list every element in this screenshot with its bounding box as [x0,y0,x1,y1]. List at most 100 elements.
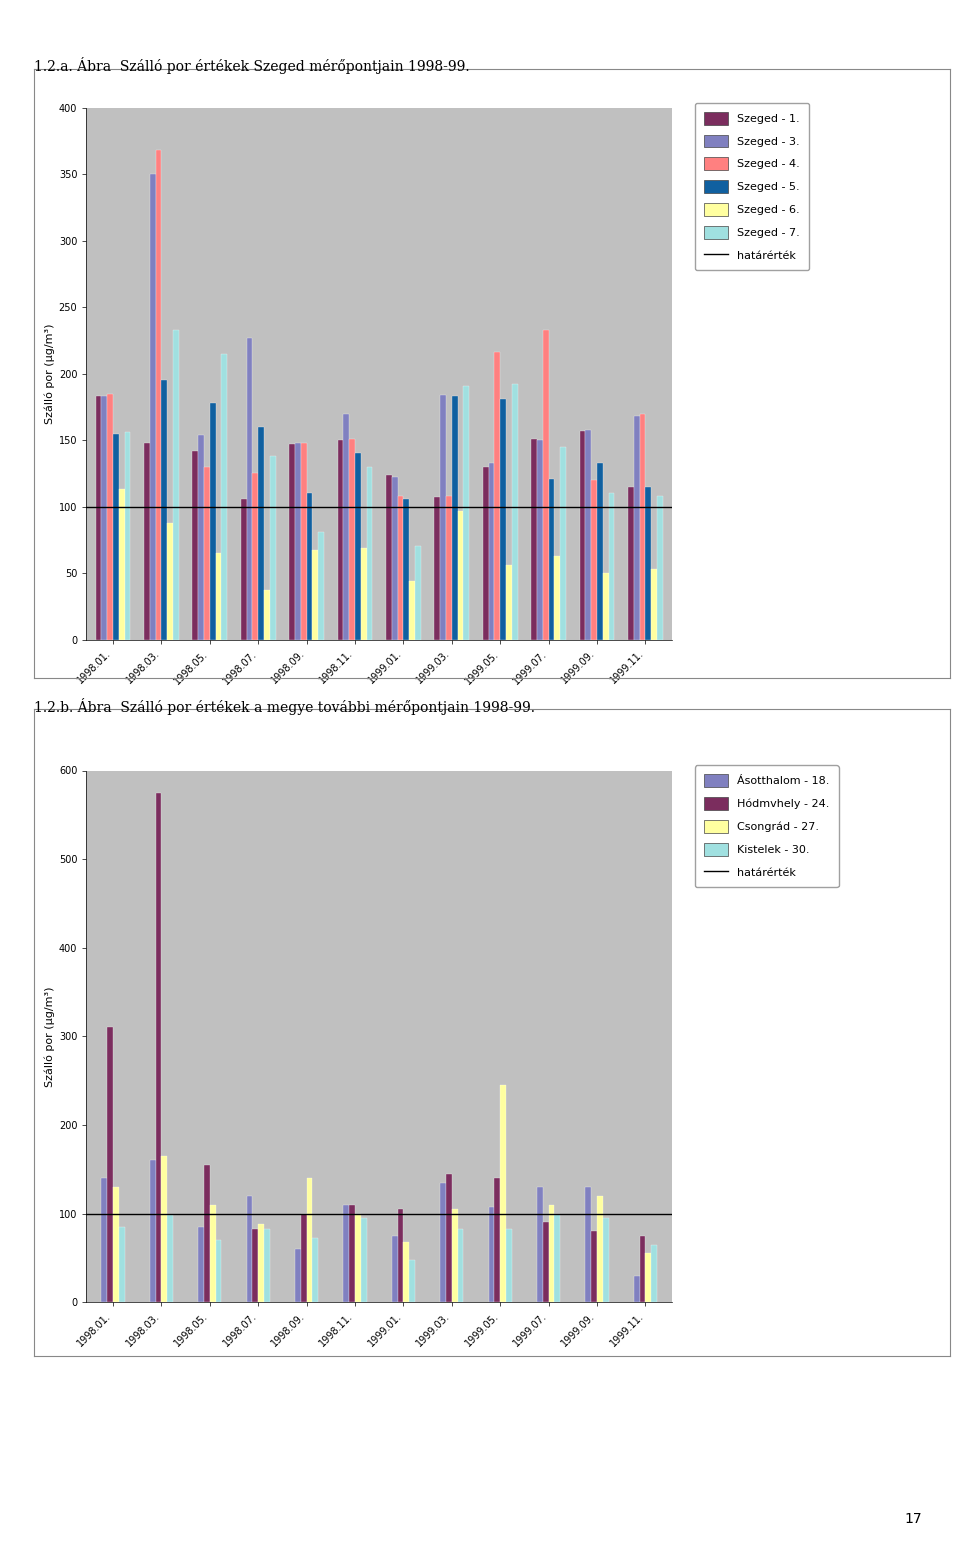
Bar [409,581,415,640]
Bar [156,792,161,1302]
Bar [452,1210,458,1302]
Bar [247,337,252,640]
Bar [409,1261,415,1302]
Bar [204,1165,210,1302]
Bar [300,442,306,640]
Bar [150,174,156,640]
Bar [216,553,222,640]
Bar [150,1160,156,1302]
Bar [506,1230,512,1302]
Text: 1.2.b. Ábra  Szálló por értékek a megye további mérőpontjain 1998-99.: 1.2.b. Ábra Szálló por értékek a megye t… [34,698,535,715]
Bar [161,381,167,640]
Bar [657,496,662,640]
Bar [489,1207,494,1302]
Bar [338,441,344,640]
Bar [603,573,609,640]
Bar [434,498,441,640]
Bar [108,393,113,640]
Bar [586,1187,591,1302]
Bar [270,456,276,640]
Bar [344,413,349,640]
Bar [645,487,651,640]
Bar [489,462,494,640]
Bar [258,1224,264,1302]
Bar [452,396,458,640]
Bar [554,1214,561,1302]
Bar [441,1182,446,1302]
Bar [119,1227,125,1302]
Bar [441,394,446,640]
Bar [506,566,512,640]
Bar [349,439,355,640]
Bar [446,496,452,640]
Bar [554,556,561,640]
Bar [512,384,517,640]
Bar [204,467,210,640]
Bar [210,402,216,640]
Bar [639,1236,645,1302]
Bar [415,547,420,640]
Bar [586,430,591,640]
Bar [386,475,392,640]
Legend: Ásotthalom - 18., Hódmvhely - 24., Csongrád - 27., Kistelek - 30., határérték: Ásotthalom - 18., Hódmvhely - 24., Csong… [695,766,839,888]
Bar [531,439,537,640]
Bar [125,431,131,640]
Bar [500,399,506,640]
Bar [167,522,173,640]
Bar [603,1217,609,1302]
Bar [367,467,372,640]
Y-axis label: Szálló por (µg/m³): Szálló por (µg/m³) [44,986,55,1086]
Bar [483,467,489,640]
Bar [392,478,397,640]
Bar [403,499,409,640]
Bar [295,1248,300,1302]
Bar [102,1177,108,1302]
Bar [252,473,258,640]
Bar [639,413,645,640]
Bar [397,496,403,640]
Bar [458,1230,464,1302]
Bar [542,330,548,640]
Bar [645,1253,651,1302]
Bar [361,547,367,640]
Bar [198,435,204,640]
Bar [446,1174,452,1302]
Bar [258,427,264,640]
Bar [561,447,566,640]
Bar [494,1177,500,1302]
Bar [548,479,554,640]
Bar [300,1214,306,1302]
Bar [108,1028,113,1302]
Y-axis label: Szálló por (µg/m³): Szálló por (µg/m³) [44,324,55,424]
Bar [306,493,312,640]
Bar [349,1205,355,1302]
Text: 1.2.a. Ábra  Szálló por értékek Szeged mérőpontjain 1998-99.: 1.2.a. Ábra Szálló por értékek Szeged mé… [34,57,469,74]
Bar [651,569,657,640]
Legend: Szeged - 1., Szeged - 3., Szeged - 4., Szeged - 5., Szeged - 6., Szeged - 7., ha: Szeged - 1., Szeged - 3., Szeged - 4., S… [695,103,809,270]
Bar [542,1222,548,1302]
Bar [96,396,102,640]
Bar [591,481,597,640]
Text: 17: 17 [904,1512,922,1526]
Bar [247,1196,252,1302]
Bar [494,353,500,640]
Bar [537,1187,542,1302]
Bar [102,396,108,640]
Bar [156,151,161,640]
Bar [458,510,464,640]
Bar [312,550,318,640]
Bar [361,1217,367,1302]
Bar [651,1245,657,1302]
Bar [392,1236,397,1302]
Bar [397,1210,403,1302]
Bar [580,431,586,640]
Bar [355,453,361,640]
Bar [628,487,634,640]
Bar [548,1205,554,1302]
Bar [464,385,469,640]
Bar [167,1216,173,1302]
Bar [344,1205,349,1302]
Bar [173,330,179,640]
Bar [597,462,603,640]
Bar [500,1085,506,1302]
